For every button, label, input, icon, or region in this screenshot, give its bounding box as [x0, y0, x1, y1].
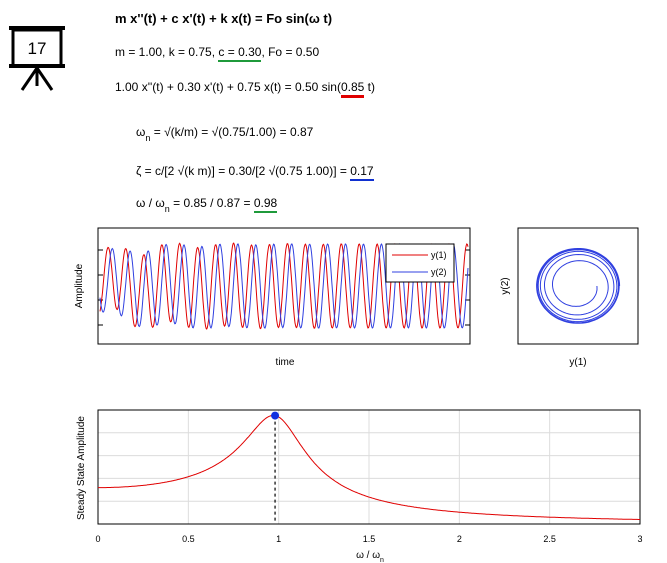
freq-xticks: 0 0.5 1 1.5 2 2.5 3 [95, 534, 642, 544]
legend-y1: y(1) [431, 250, 447, 260]
subst-prefix: 1.00 x''(t) + 0.30 x'(t) + 0.75 x(t) = 0… [115, 80, 341, 94]
freq-grid [97, 410, 641, 525]
subst-suffix: t) [364, 80, 376, 94]
equation-params: m = 1.00, k = 0.75, c = 0.30, Fo = 0.50 [115, 45, 319, 62]
legend-y2: y(2) [431, 267, 447, 277]
equation-substituted: 1.00 x''(t) + 0.30 x'(t) + 0.75 x(t) = 0… [115, 80, 375, 98]
params-suffix: , Fo = 0.50 [261, 45, 320, 59]
wn-expression: = √(k/m) = √(0.75/1.00) = 0.87 [150, 125, 314, 139]
trace-y1 [99, 242, 469, 330]
resonance-point [271, 411, 280, 420]
equation-natural-frequency: ωn = √(k/m) = √(0.75/1.00) = 0.87 [136, 125, 314, 143]
param-c-underlined: c = 0.30 [218, 45, 262, 62]
wn-subscript: n [145, 133, 151, 143]
equation-damping-ratio: ζ = c/[2 √(k m)] = 0.30/[2 √(0.75 1.00)]… [136, 164, 374, 181]
time-plot-ylabel: Amplitude [74, 263, 85, 308]
time-plot-xlabel: time [276, 357, 295, 368]
params-prefix: m = 1.00, k = 0.75, [115, 45, 219, 59]
freq-xtick-label: 2.5 [543, 534, 556, 544]
time-plot-legend: y(1) y(2) [385, 243, 455, 283]
freq-xtick-label: 0.5 [182, 534, 195, 544]
freq-xlabel: ω / ωn [356, 550, 384, 563]
trace-y2 [99, 243, 469, 329]
time-response-plot: y(1) y(2) time Amplitude [74, 227, 471, 368]
equation-frequency-ratio: ω / ωn = 0.85 / 0.87 = 0.98 [136, 196, 278, 214]
zeta-expression: ζ = c/[2 √(k m)] = 0.30/[2 √(0.75 1.00)]… [136, 164, 351, 178]
freq-xtick-label: 3 [637, 534, 642, 544]
phase-plot: y(1) y(2) [500, 227, 639, 368]
phase-plot-xlabel: y(1) [569, 357, 586, 368]
slide-number: 17 [27, 39, 47, 58]
omega-value-underlined: 0.85 [340, 80, 365, 98]
ratio-expression: = 0.85 / 0.87 = [169, 196, 254, 210]
wn-symbol: ω [136, 125, 146, 139]
presentation-board-icon [8, 24, 66, 96]
equation-ode: m x''(t) + c x'(t) + k x(t) = Fo sin(ω t… [115, 11, 333, 26]
ratio-symbol: ω / ω [136, 196, 165, 210]
amplitude-curve [98, 414, 640, 520]
ratio-value-underlined: 0.98 [253, 196, 278, 213]
phase-trace [536, 248, 621, 324]
freq-xlabel-main: ω / ω [356, 550, 380, 561]
freq-ylabel: Steady State Amplitude [76, 416, 87, 520]
freq-xtick-label: 1.5 [363, 534, 376, 544]
freq-xtick-label: 0 [95, 534, 100, 544]
ratio-subscript: n [164, 204, 170, 214]
freq-xtick-label: 1 [276, 534, 281, 544]
frequency-response-chart: 0 0.5 1 1.5 2 2.5 3 ω / ωn Steady State Amplit… [76, 409, 643, 563]
freq-xtick-label: 2 [457, 534, 462, 544]
zeta-value-underlined: 0.17 [350, 164, 374, 181]
phase-plot-ylabel: y(2) [500, 277, 511, 294]
freq-plot-frame [97, 409, 641, 525]
freq-xlabel-sub: n [380, 557, 384, 563]
